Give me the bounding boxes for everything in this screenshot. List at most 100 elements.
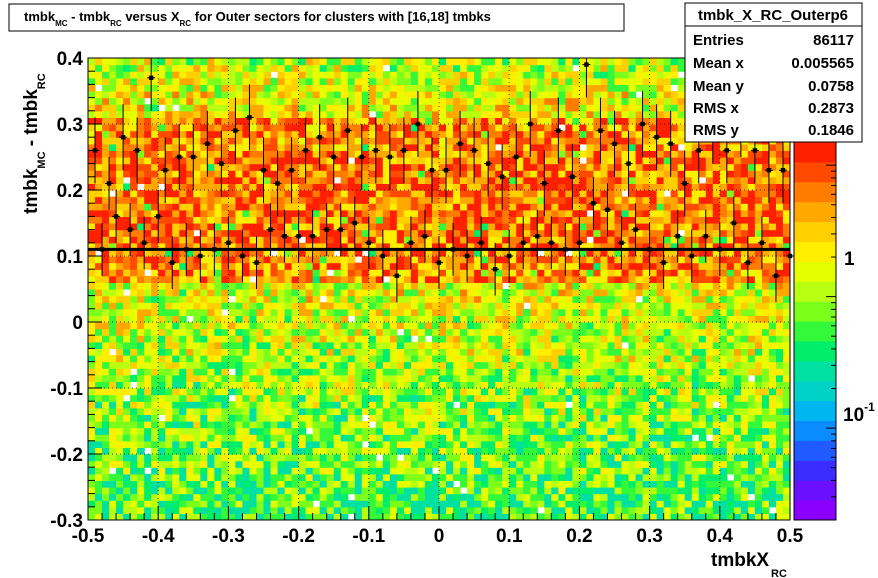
heatmap-cell [600, 335, 609, 343]
heatmap-cell [235, 368, 244, 376]
heatmap-cell [516, 203, 524, 211]
heatmap-cell [326, 223, 335, 231]
heatmap-cell [621, 506, 630, 514]
heatmap-cell [186, 302, 194, 310]
heatmap-cell [291, 236, 300, 244]
heatmap-cell [502, 414, 510, 422]
heatmap-cell [368, 513, 377, 520]
heatmap-cell [614, 434, 623, 442]
heatmap-cell [579, 223, 588, 231]
heatmap-cell [684, 242, 693, 250]
heatmap-cell [340, 355, 349, 363]
heatmap-cell [382, 361, 391, 369]
heatmap-cell [516, 229, 524, 237]
heatmap-cell [579, 328, 588, 336]
heatmap-cell [642, 467, 651, 475]
heatmap-cell [593, 348, 602, 356]
heatmap-cell [754, 256, 763, 264]
heatmap-cell [775, 506, 784, 514]
heatmap-cell [565, 308, 573, 316]
heatmap-cell [593, 434, 602, 442]
heatmap-cell [467, 434, 475, 442]
heatmap-cell [151, 282, 159, 290]
heatmap-cell [333, 348, 342, 356]
heatmap-cell [523, 500, 531, 508]
heatmap-cell [523, 473, 531, 481]
heatmap-cell [691, 460, 700, 468]
heatmap-cell [530, 394, 538, 402]
heatmap-cell [221, 427, 229, 435]
heatmap-cell [712, 421, 721, 429]
heatmap-cell [263, 236, 272, 244]
heatmap-cell [593, 401, 602, 409]
heatmap-cell [340, 190, 349, 198]
heatmap-cell [88, 335, 96, 343]
heatmap-cell [130, 513, 138, 520]
heatmap-cell [488, 236, 496, 244]
heatmap-cell [782, 203, 790, 211]
heatmap-cell [509, 355, 517, 363]
heatmap-cell [761, 196, 770, 204]
heatmap-cell [137, 335, 145, 343]
heatmap-cell [600, 427, 609, 435]
heatmap-cell [242, 209, 251, 217]
heatmap-cell [502, 487, 510, 495]
heatmap-cell [712, 487, 721, 495]
heatmap-cell [516, 513, 524, 520]
heatmap-cell [102, 216, 110, 224]
heatmap-cell [256, 203, 265, 211]
heatmap-cell [558, 414, 566, 422]
heatmap-cell [144, 421, 152, 429]
heatmap-cell [431, 454, 440, 462]
heatmap-cell [558, 427, 566, 435]
heatmap-cell [186, 427, 194, 435]
heatmap-cell [474, 236, 482, 244]
heatmap-cell [551, 282, 559, 290]
heatmap-cell [677, 282, 686, 290]
heatmap-cell [467, 249, 475, 257]
heatmap-cell [389, 249, 398, 257]
heatmap-cell [284, 467, 293, 475]
heatmap-cell [158, 275, 166, 283]
heatmap-cell [123, 361, 131, 369]
heatmap-cell [207, 374, 215, 382]
heatmap-cell [326, 355, 335, 363]
heatmap-cell [502, 209, 510, 217]
heatmap-cell [88, 361, 96, 369]
heatmap-cell [319, 454, 328, 462]
heatmap-cell [214, 487, 222, 495]
heatmap-cell [642, 394, 651, 402]
heatmap-cell [740, 295, 749, 303]
heatmap-cell [214, 328, 222, 336]
heatmap-cell [165, 407, 173, 415]
heatmap-cell [516, 315, 524, 323]
heatmap-cell [551, 322, 559, 330]
heatmap-cell [754, 460, 763, 468]
heatmap-cell [677, 454, 686, 462]
heatmap-cell [88, 447, 96, 455]
heatmap-cell [544, 190, 552, 198]
heatmap-cell [319, 414, 328, 422]
heatmap-cell [565, 487, 573, 495]
heatmap-cell [509, 480, 517, 488]
heatmap-cell [116, 493, 124, 501]
heatmap-cell [558, 302, 566, 310]
heatmap-cell [326, 262, 335, 270]
heatmap-cell [375, 414, 384, 422]
heatmap-cell [263, 262, 272, 270]
heatmap-cell [291, 454, 300, 462]
heatmap-cell [768, 480, 777, 488]
heatmap-cell [347, 480, 356, 488]
heatmap-cell [712, 308, 721, 316]
heatmap-cell [621, 440, 630, 448]
heatmap-cell [642, 447, 651, 455]
heatmap-cell [705, 447, 714, 455]
heatmap-cell [249, 308, 258, 316]
heatmap-cell [537, 322, 545, 330]
heatmap-cell [417, 183, 426, 191]
heatmap-cell [670, 480, 679, 488]
heatmap-cell [537, 500, 545, 508]
heatmap-cell [305, 487, 314, 495]
heatmap-cell [558, 454, 566, 462]
heatmap-cell [361, 368, 370, 376]
